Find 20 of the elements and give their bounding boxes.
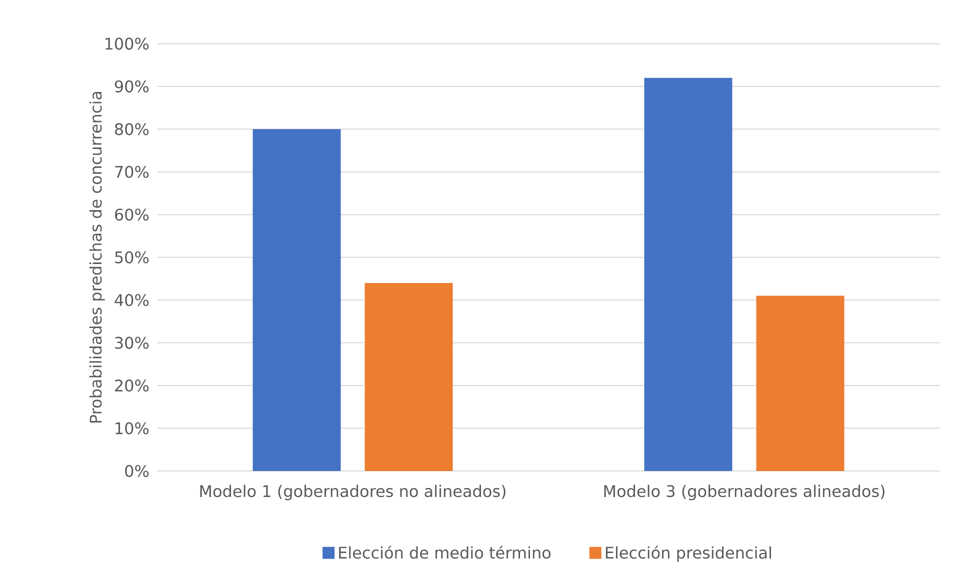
- y-tick-label: 60%: [115, 208, 149, 221]
- x-tick-label: Modelo 1 (gobernadores no alineados): [200, 484, 506, 500]
- y-tick-label: 0%: [125, 464, 149, 478]
- y-tick-label: 70%: [115, 166, 149, 178]
- legend-label: Elección de medio término: [339, 546, 551, 559]
- y-tick-label: 30%: [115, 336, 149, 349]
- y-axis-title: Probabilidades predichas de concurrencia: [89, 92, 105, 423]
- bar: [252, 129, 341, 471]
- y-tick-label: 40%: [114, 294, 149, 306]
- y-tick-label: 100%: [105, 38, 149, 50]
- bar: [364, 282, 453, 471]
- y-tick-label: 10%: [116, 422, 149, 434]
- y-tick-label: 50%: [115, 251, 149, 264]
- bar: [644, 78, 732, 471]
- legend-label: Elección presidencial: [606, 546, 771, 562]
- y-tick-label: 20%: [115, 379, 149, 392]
- bar: [756, 296, 844, 471]
- x-tick-label: Modelo 3 (gobernadores alineados): [604, 484, 884, 500]
- y-tick-label: 90%: [114, 80, 149, 92]
- y-tick-label: 80%: [114, 123, 149, 136]
